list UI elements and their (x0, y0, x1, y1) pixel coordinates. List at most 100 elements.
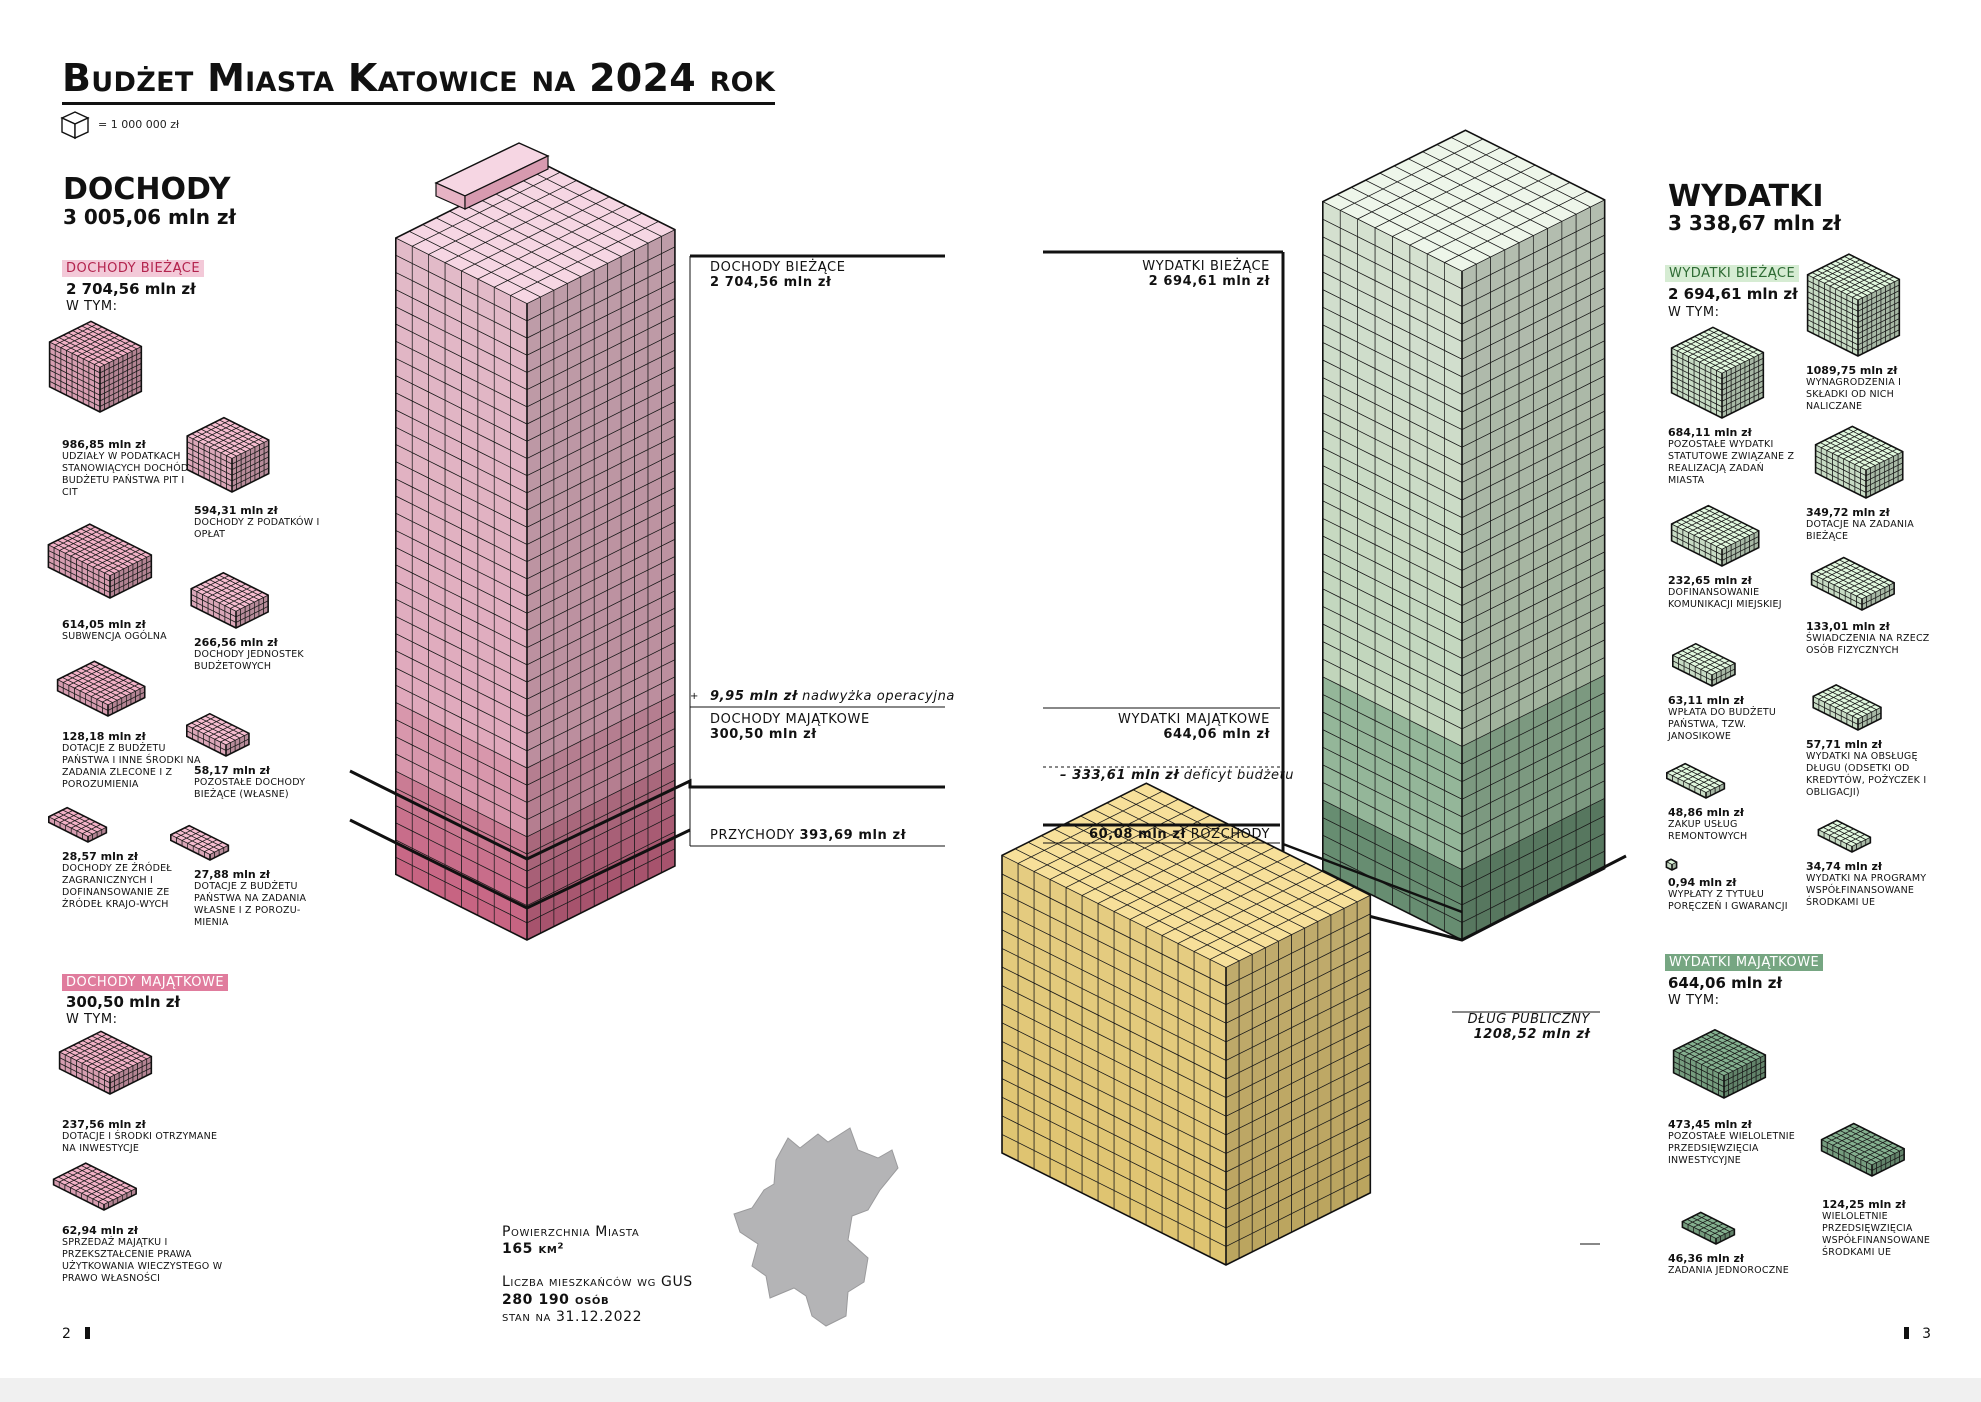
income-current-wtym: W TYM: (66, 299, 118, 314)
surplus-value: 9,95 mln zł (710, 689, 798, 704)
expense-capital-item-3: 46,36 mln zł ZADANIA JEDNOROCZNE (1668, 1252, 1800, 1277)
label-outgoings: 60,08 mln zł ROZCHODY (1060, 827, 1270, 842)
expense-item-2: 684,11 mln zł POZOSTAŁE WYDATKI STATUTOW… (1668, 426, 1800, 487)
icon-income-taxes (186, 416, 270, 493)
item-desc: ŚWIADCZENIA NA RZECZ OSÓB FIZYCZNYCH (1806, 633, 1930, 656)
icon-expense-multi-year (1672, 1028, 1767, 1099)
label-debt: DŁUG PUBLICZNY 1208,52 mln zł (1450, 1012, 1590, 1042)
page-marker (84, 1327, 90, 1339)
icon-expense-statutory (1670, 326, 1765, 419)
income-item-8: 27,88 mln zł DOTACJE Z BUDŻETU PAŃSTWA N… (194, 868, 334, 929)
label-name: PRZYCHODY (710, 828, 795, 843)
icon-expense-repairs (1666, 762, 1726, 799)
katowice-map-icon (733, 1127, 899, 1327)
item-value: 684,11 mln zł (1668, 426, 1752, 439)
icon-income-grants (56, 660, 146, 717)
income-heading: DOCHODY (63, 172, 231, 207)
label-deficit: – 333,61 mln zł deficyt budżetu (1060, 768, 1294, 783)
item-desc: DOTACJE Z BUDŻETU PAŃSTWA NA ZADANIA WŁA… (194, 881, 307, 928)
label-name: WYDATKI BIEŻĄCE (1142, 259, 1270, 274)
icon-expense-transport (1670, 504, 1760, 567)
label-expense-current: WYDATKI BIEŻĄCE 2 694,61 mln zł (1140, 259, 1270, 289)
expense-total: 3 338,67 mln zł (1668, 211, 1841, 235)
item-value: 28,57 mln zł (62, 850, 139, 863)
income-item-6: 58,17 mln zł POZOSTAŁE DOCHODY BIEŻĄCE (… (194, 764, 334, 801)
item-value: 266,56 mln zł (194, 636, 278, 649)
expense-tower (1281, 129, 1627, 942)
icon-income-foreign (47, 806, 108, 843)
item-value: 237,56 mln zł (62, 1118, 146, 1131)
item-desc: POZOSTAŁE WIELOLETNIE PRZEDSIĘWZIĘCIA IN… (1668, 1131, 1795, 1166)
item-value: 0,94 mln zł (1668, 876, 1737, 889)
expense-capital-item-2: 124,25 mln zł WIELOLETNIE PRZEDSIĘWZIĘCI… (1822, 1198, 1962, 1259)
label-value: 2 694,61 mln zł (1148, 274, 1270, 289)
income-item-2: 594,31 mln zł DOCHODY Z PODATKÓW I OPŁAT (194, 504, 334, 541)
label-value: 1208,52 mln zł (1473, 1027, 1590, 1042)
expense-current-chip: WYDATKI BIEŻĄCE (1665, 265, 1800, 282)
label-name: DOCHODY BIEŻĄCE (710, 260, 846, 275)
item-desc: DOTACJE I ŚRODKI OTRZYMANE NA INWESTYCJE (62, 1131, 218, 1154)
icon-expense-one-year (1681, 1211, 1736, 1245)
item-value: 349,72 mln zł (1806, 506, 1890, 519)
item-desc: POZOSTAŁE DOCHODY BIEŻĄCE (WŁASNE) (194, 777, 306, 800)
item-desc: DOCHODY JEDNOSTEK BUDŻETOWYCH (194, 649, 304, 672)
item-value: 62,94 mln zł (62, 1224, 139, 1237)
expense-item-7: 57,71 mln zł WYDATKI NA OBSŁUGĘ DŁUGU (O… (1806, 738, 1946, 799)
income-total: 3 005,06 mln zł (63, 205, 236, 229)
income-capital-item-1: 237,56 mln zł DOTACJE I ŚRODKI OTRZYMANE… (62, 1118, 232, 1155)
label-expense-capital: WYDATKI MAJĄTKOWE 644,06 mln zł (1100, 712, 1270, 742)
item-desc: DOFINANSOWANIE KOMUNIKACJI MIEJSKIEJ (1668, 587, 1782, 610)
item-value: 473,45 mln zł (1668, 1118, 1752, 1131)
icon-income-other (186, 712, 250, 757)
icon-expense-guarantees (1665, 858, 1678, 871)
page-number: 2 (62, 1326, 72, 1342)
label-name: DŁUG PUBLICZNY (1467, 1012, 1590, 1027)
income-tower (349, 142, 692, 941)
item-desc: ZADANIA JEDNOROCZNE (1668, 1265, 1789, 1276)
income-item-7: 28,57 mln zł DOCHODY ZE ŹRÓDEŁ ZAGRANICZ… (62, 850, 202, 911)
expense-capital-item-1: 473,45 mln zł POZOSTAŁE WIELOLETNIE PRZE… (1668, 1118, 1800, 1167)
item-desc: DOCHODY ZE ŹRÓDEŁ ZAGRANICZNYCH I DOFINA… (62, 863, 172, 910)
item-value: 614,05 mln zł (62, 618, 146, 631)
deficit-text: deficyt budżetu (1183, 768, 1295, 783)
expense-item-9: 34,74 mln zł WYDATKI NA PROGRAMY WSPÓŁFI… (1806, 860, 1946, 909)
expense-item-8: 48,86 mln zł ZAKUP USŁUG REMONTOWYCH (1668, 806, 1800, 843)
surplus-sign: + (690, 691, 699, 702)
item-desc: WYNAGRODZENIA I SKŁADKI OD NICH NALICZAN… (1806, 377, 1902, 412)
icon-expense-grants (1814, 425, 1904, 499)
item-desc: ZAKUP USŁUG REMONTOWYCH (1668, 819, 1748, 842)
item-desc: WYDATKI NA OBSŁUGĘ DŁUGU (ODSETKI OD KRE… (1806, 751, 1927, 798)
surplus-text: nadwyżka operacyjna (802, 689, 955, 704)
unit-legend-text: = 1 000 000 zł (98, 118, 180, 131)
icon-income-pit-cit (48, 320, 143, 413)
item-desc: WYDATKI NA PROGRAMY WSPÓŁFINANSOWANE ŚRO… (1806, 873, 1927, 908)
income-capital-chip: DOCHODY MAJĄTKOWE (62, 974, 229, 991)
item-value: 57,71 mln zł (1806, 738, 1883, 751)
item-desc: WIELOLETNIE PRZEDSIĘWZIĘCIA WSPÓŁFINANSO… (1822, 1211, 1931, 1258)
expense-capital-chip: WYDATKI MAJĄTKOWE (1665, 954, 1824, 971)
income-capital-value: 300,50 mln zł (66, 993, 181, 1011)
item-desc: WYPŁATY Z TYTUŁU PORĘCZEŃ I GWARANCJI (1668, 889, 1788, 912)
income-item-4: 266,56 mln zł DOCHODY JEDNOSTEK BUDŻETOW… (194, 636, 334, 673)
label-name: WYDATKI MAJĄTKOWE (1118, 712, 1270, 727)
item-desc: WPŁATA DO BUDŻETU PAŃSTWA, TZW. JANOSIKO… (1668, 707, 1777, 742)
icon-income-state (170, 824, 230, 861)
item-value: 1089,75 mln zł (1806, 364, 1898, 377)
city-pop-value: 280 190 osób (502, 1292, 610, 1308)
debt-cube (1001, 782, 1372, 1266)
item-value: 594,31 mln zł (194, 504, 278, 517)
item-value: 58,17 mln zł (194, 764, 271, 777)
icon-expense-salaries (1806, 253, 1901, 357)
expense-current-value: 2 694,61 mln zł (1668, 285, 1798, 303)
label-value: 644,06 mln zł (1163, 727, 1270, 742)
label-value: 300,50 mln zł (710, 727, 817, 742)
expense-item-4: 232,65 mln zł DOFINANSOWANIE KOMUNIKACJI… (1668, 574, 1800, 611)
expense-item-5: 133,01 mln zł ŚWIADCZENIA NA RZECZ OSÓB … (1806, 620, 1946, 657)
item-desc: SPRZEDAŻ MAJĄTKU I PRZEKSZTAŁCENIE PRAWA… (62, 1237, 223, 1284)
item-desc: POZOSTAŁE WYDATKI STATUTOWE ZWIĄZANE Z R… (1668, 439, 1795, 486)
icon-expense-eu-programs (1817, 819, 1872, 853)
expense-item-6: 63,11 mln zł WPŁATA DO BUDŻETU PAŃSTWA, … (1668, 694, 1800, 743)
item-value: 48,86 mln zł (1668, 806, 1745, 819)
icon-expense-eu-multi-year (1820, 1122, 1905, 1177)
